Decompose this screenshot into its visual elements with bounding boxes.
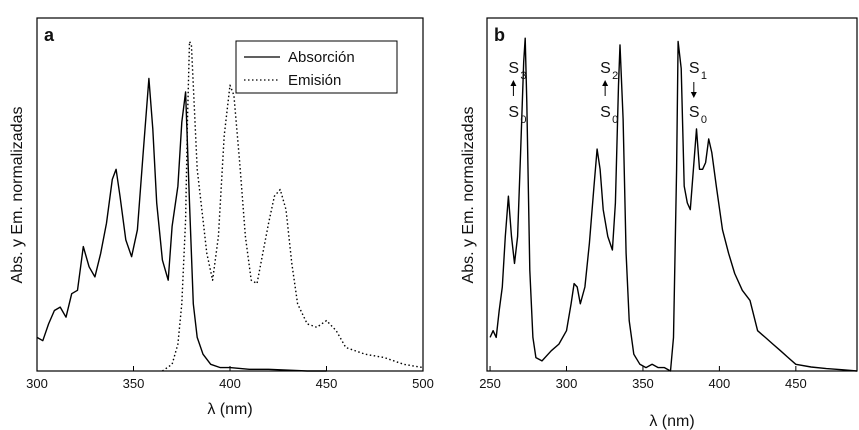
panel-b-x-tick-label: 300 — [556, 376, 578, 391]
transition-upper-subscript: 2 — [612, 70, 618, 82]
panel-a-y-axis-label: Abs. y Em. normalizadas — [9, 107, 26, 284]
transition-upper-subscript: 1 — [701, 70, 707, 82]
panel-a-legend: Absorción Emisión — [235, 40, 398, 94]
arrow-down-icon — [690, 92, 697, 98]
panel-b-frame — [486, 17, 858, 372]
panel-b-y-axis-label: Abs. y Em. normalizadas — [460, 107, 477, 284]
legend-label-absorcion: Absorción — [288, 49, 355, 66]
transition-upper-label: S — [689, 60, 700, 77]
transition-upper-label: S — [508, 60, 519, 77]
transition-upper-label: S — [600, 60, 611, 77]
panel-a-x-tick-label: 450 — [316, 376, 338, 391]
panel-a-letter: a — [44, 25, 55, 45]
transition-lower-label: S — [689, 104, 700, 121]
panel-b-x-tick-label: 450 — [785, 376, 807, 391]
arrow-up-icon — [510, 80, 517, 86]
panel-a-x-tick-label: 350 — [123, 376, 145, 391]
transition-lower-subscript: 0 — [612, 114, 618, 126]
panel-b-x-ticks: 250 300 350 400 450 — [479, 366, 807, 391]
transition-lower-subscript: 0 — [701, 114, 707, 126]
transition-lower-subscript: 0 — [520, 114, 526, 126]
legend-label-emision: Emisión — [288, 72, 341, 89]
panel-b-series — [489, 37, 858, 372]
panel-a-series-absorcin-line — [36, 77, 327, 372]
panel-a-x-axis-label: λ (nm) — [207, 401, 252, 418]
panel-a-x-tick-label: 500 — [412, 376, 434, 391]
legend-box — [235, 40, 398, 94]
panel-b-x-axis-label: λ (nm) — [649, 413, 694, 430]
transition-lower-label: S — [600, 104, 611, 121]
panel-b-x-tick-label: 350 — [632, 376, 654, 391]
panel-b-x-tick-label: 400 — [709, 376, 731, 391]
panel-a: a 300 350 400 450 500 Absorción Emisión λ (n… — [9, 17, 434, 418]
arrow-up-icon — [602, 80, 609, 86]
panel-a-x-ticks: 300 350 400 450 500 — [26, 366, 434, 391]
panel-a-series — [36, 40, 424, 372]
panel-b-letter: b — [494, 25, 505, 45]
panel-a-series-emisin-line — [162, 40, 424, 372]
transition-upper-subscript: 3 — [520, 70, 526, 82]
panel-b-x-tick-label: 250 — [479, 376, 501, 391]
panel-a-x-tick-label: 400 — [219, 376, 241, 391]
panel-b-transition-labels: S 3S 0S 2S 0S 1S 0 — [508, 60, 707, 126]
panel-b-series-0-line — [489, 37, 858, 372]
transition-lower-label: S — [508, 104, 519, 121]
panel-a-x-tick-label: 300 — [26, 376, 48, 391]
panel-b: b 250 300 350 400 450 S 3S 0S 2S 0S 1S 0 λ (nm) Ab… — [460, 17, 858, 430]
